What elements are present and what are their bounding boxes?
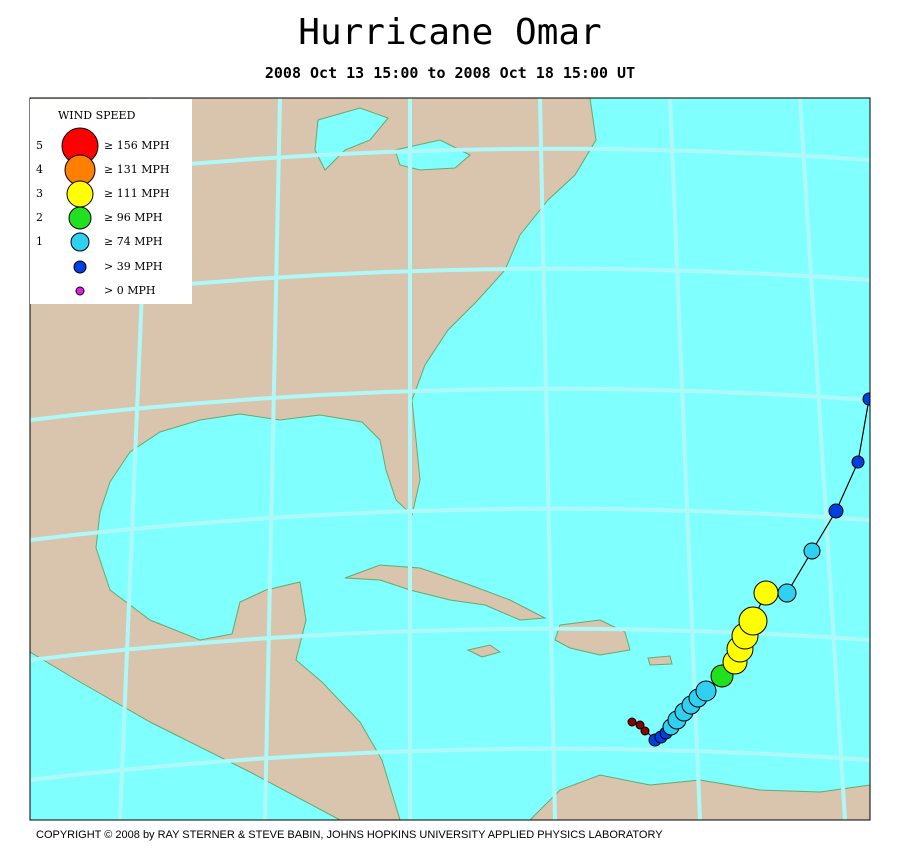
legend-label: ≥ 131 MPH	[104, 163, 169, 176]
cuba	[344, 564, 547, 621]
legend-symbol	[70, 232, 90, 252]
legend-title: WIND SPEED	[58, 109, 136, 122]
legend-label: ≥ 156 MPH	[104, 139, 169, 152]
legend: WIND SPEED 5 ≥ 156 MPH 4 ≥ 131 MPH 3 ≥ 111 MP…	[30, 99, 192, 304]
subtitle: 2008 Oct 13 15:00 to 2008 Oct 18 15:00 U…	[264, 64, 636, 82]
legend-label: ≥ 96 MPH	[104, 211, 162, 224]
legend-category: 1	[36, 235, 43, 248]
legend-category: 4	[36, 163, 43, 176]
jamaica	[466, 644, 502, 658]
legend-category: 3	[36, 187, 43, 200]
legend-label: ≥ 74 MPH	[104, 235, 162, 248]
track-points	[627, 392, 870, 747]
legend-category: 5	[36, 139, 43, 152]
lake	[394, 139, 471, 171]
puerto-rico	[647, 655, 673, 666]
legend-symbol	[68, 206, 92, 230]
footer: COPYRIGHT © 2008 by RAY STERNER & STEVE …	[36, 829, 663, 841]
map-frame	[29, 97, 871, 821]
legend-category: 2	[36, 211, 43, 224]
legend-label: ≥ 111 MPH	[104, 187, 169, 200]
legend-label: > 0 MPH	[104, 284, 155, 297]
legend-label: > 39 MPH	[104, 260, 162, 273]
legend-symbol	[73, 260, 87, 274]
legend-symbol	[66, 180, 94, 208]
legend-box	[30, 99, 192, 304]
title: Hurricane Omar	[298, 12, 602, 53]
legend-symbol	[75, 286, 85, 296]
